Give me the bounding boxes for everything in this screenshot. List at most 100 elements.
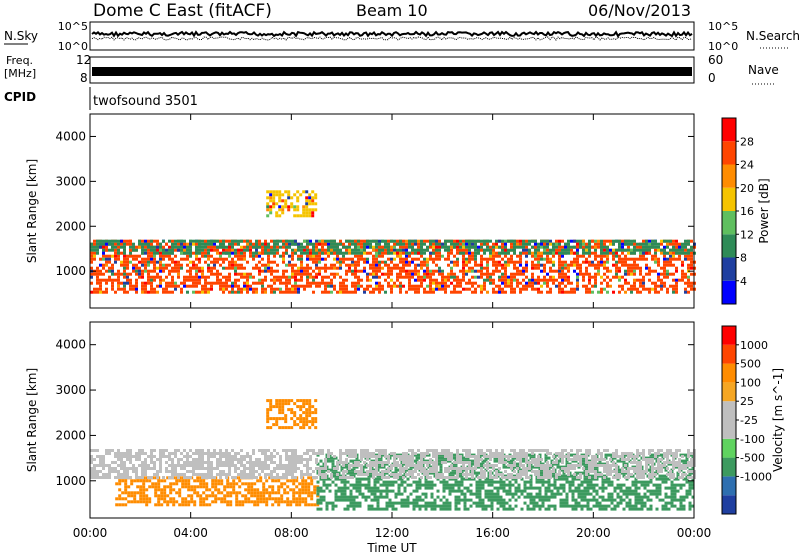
heatmap-cell	[568, 474, 572, 478]
heatmap-cell	[513, 263, 516, 267]
heatmap-cell	[621, 251, 624, 255]
heatmap-cell	[229, 482, 233, 486]
heatmap-cell	[244, 488, 248, 492]
heatmap-cell	[214, 488, 218, 492]
heatmap-cell	[225, 278, 228, 282]
heatmap-cell	[345, 257, 348, 261]
heatmap-cell	[678, 254, 681, 258]
heatmap-cell	[258, 272, 261, 276]
heatmap-cell	[565, 501, 569, 505]
heatmap-cell	[579, 242, 582, 246]
nave-band	[92, 67, 692, 76]
heatmap-cell	[441, 281, 444, 285]
heatmap-cell	[423, 251, 426, 255]
heatmap-cell	[436, 477, 440, 481]
heatmap-cell	[190, 485, 194, 489]
heatmap-cell	[615, 266, 618, 270]
heatmap-cell	[226, 494, 230, 498]
heatmap-cell	[403, 486, 407, 490]
heatmap-cell	[355, 504, 359, 508]
heatmap-cell	[150, 251, 153, 255]
heatmap-cell	[255, 248, 258, 252]
heatmap-cell	[223, 500, 227, 504]
heatmap-cell	[663, 269, 666, 273]
heatmap-cell	[105, 281, 108, 285]
heatmap-cell	[531, 263, 534, 267]
heatmap-cell	[210, 254, 213, 258]
heatmap-cell	[634, 489, 638, 493]
heatmap-cell	[147, 257, 150, 261]
heatmap-cell	[685, 480, 689, 484]
heatmap-cell	[192, 242, 195, 246]
heatmap-cell	[285, 281, 288, 285]
heatmap-cell	[645, 266, 648, 270]
heatmap-cell	[589, 498, 593, 502]
heatmap-cell	[124, 482, 128, 486]
heatmap-cell	[484, 456, 488, 460]
heatmap-cell	[435, 251, 438, 255]
heatmap-cell	[196, 479, 200, 483]
heatmap-cell	[199, 497, 203, 501]
heatmap-cell	[393, 245, 396, 249]
heatmap-cell	[549, 242, 552, 246]
heatmap-cell	[510, 245, 513, 249]
heatmap-cell	[663, 245, 666, 249]
heatmap-cell	[486, 257, 489, 261]
heatmap-cell	[421, 504, 425, 508]
heatmap-cell	[661, 498, 665, 502]
heatmap-cell	[576, 287, 579, 291]
heatmap-cell	[480, 266, 483, 270]
heatmap-cell	[550, 495, 554, 499]
heatmap-cell	[558, 269, 561, 273]
heatmap-cell	[639, 266, 642, 270]
heatmap-cell	[358, 477, 362, 481]
heatmap-cell	[688, 492, 692, 496]
heatmap-cell	[384, 245, 387, 249]
heatmap-cell	[318, 269, 321, 273]
heatmap-cell	[634, 486, 638, 490]
heatmap-cell	[684, 239, 687, 243]
heatmap-cell	[114, 470, 117, 473]
heatmap-cell	[363, 257, 366, 261]
heatmap-cell	[444, 284, 447, 288]
heatmap-cell	[162, 278, 165, 282]
heatmap-cell	[142, 485, 146, 489]
heatmap-cell	[585, 257, 588, 261]
heatmap-cell	[492, 245, 495, 249]
heatmap-cell	[510, 272, 513, 276]
heatmap-cell	[198, 290, 201, 294]
heatmap-cell	[669, 257, 672, 261]
heatmap-cell	[448, 486, 452, 490]
heatmap-cell	[408, 260, 411, 264]
heatmap-cell	[403, 504, 407, 508]
heatmap-cell	[343, 480, 347, 484]
heatmap-cell	[567, 290, 570, 294]
heatmap-cell	[355, 495, 359, 499]
heatmap-cell	[471, 251, 474, 255]
heatmap-cell	[402, 266, 405, 270]
heatmap-cell	[594, 242, 597, 246]
heatmap-cell	[447, 275, 450, 279]
heatmap-cell	[102, 263, 105, 267]
heatmap-cell	[618, 245, 621, 249]
heatmap-cell	[305, 211, 309, 215]
heatmap-cell	[234, 242, 237, 246]
heatmap-cell	[640, 483, 644, 487]
heatmap-cell	[595, 498, 599, 502]
heatmap-cell	[658, 498, 662, 502]
heatmap-cell	[291, 275, 294, 279]
heatmap-cell	[210, 287, 213, 291]
heatmap-cell	[303, 266, 306, 270]
heatmap-cell	[399, 254, 402, 258]
heatmap-cell	[268, 476, 272, 480]
heatmap-cell	[648, 248, 651, 252]
heatmap-cell	[225, 281, 228, 285]
heatmap-cell	[108, 242, 111, 246]
heatmap-cell	[610, 501, 614, 505]
heatmap-cell	[570, 239, 573, 243]
heatmap-cell	[255, 287, 258, 291]
heatmap-cell	[618, 248, 621, 252]
heatmap-cell	[663, 251, 666, 255]
heatmap-cell	[249, 248, 252, 252]
heatmap-cell	[330, 248, 333, 252]
